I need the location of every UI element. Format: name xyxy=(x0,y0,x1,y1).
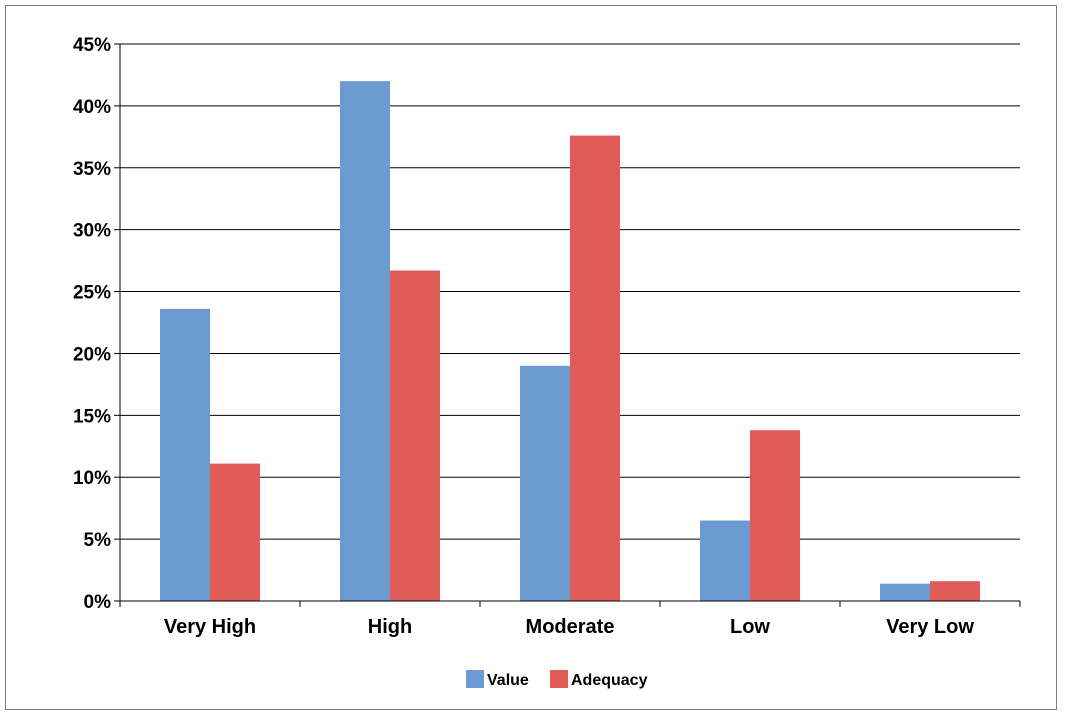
y-tick-label: 5% xyxy=(84,530,112,551)
bar-value-high xyxy=(340,81,390,602)
bar-value-very-low xyxy=(880,583,930,601)
legend-label-adequacy: Adequacy xyxy=(571,672,648,689)
x-axis-ticks: Very High High Moderate Low Very Low xyxy=(164,616,974,638)
y-axis-ticks: 0% 5% 10% 15% 20% 25% 30% 35% 40% 45% xyxy=(73,35,111,613)
legend: Value Adequacy xyxy=(466,670,648,689)
y-tick-label: 15% xyxy=(73,406,111,427)
bar-value-moderate xyxy=(520,365,570,601)
legend-swatch-adequacy xyxy=(550,670,568,688)
axes xyxy=(114,43,1021,607)
legend-swatch-value xyxy=(466,670,484,688)
bar-adequacy-very-low xyxy=(930,581,980,601)
y-tick-label: 20% xyxy=(73,344,111,365)
y-tick-label: 40% xyxy=(73,97,111,118)
x-category-label: Very Low xyxy=(886,616,974,638)
x-category-label: Moderate xyxy=(526,616,615,638)
y-tick-label: 0% xyxy=(84,592,112,613)
bar-value-very-high xyxy=(160,308,210,601)
bar-adequacy-low xyxy=(750,430,800,601)
y-tick-label: 45% xyxy=(73,35,111,56)
bar-adequacy-high xyxy=(390,270,440,601)
bar-adequacy-very-high xyxy=(210,463,260,601)
y-tick-label: 25% xyxy=(73,283,111,304)
x-category-label: Low xyxy=(730,616,770,638)
y-tick-label: 30% xyxy=(73,221,111,242)
bar-adequacy-moderate xyxy=(570,135,620,601)
x-category-label: Very High xyxy=(164,616,256,638)
x-category-label: High xyxy=(368,616,412,638)
legend-label-value: Value xyxy=(487,672,529,689)
bar-value-low xyxy=(700,520,750,601)
bars xyxy=(160,81,980,602)
y-tick-label: 35% xyxy=(73,159,111,180)
y-tick-label: 10% xyxy=(73,468,111,489)
